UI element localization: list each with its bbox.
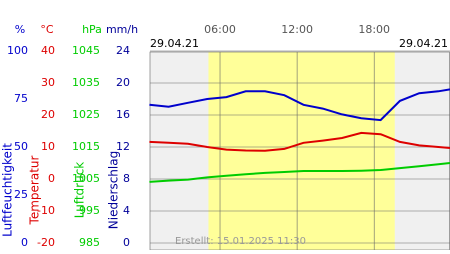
y-tick-label: 100 xyxy=(7,44,28,57)
x-tick-label: 12:00 xyxy=(281,23,313,36)
y-tick-label: 40 xyxy=(41,44,55,57)
axis-unit: hPa xyxy=(82,23,102,36)
y-tick-label: 8 xyxy=(123,172,130,185)
y-tick-label: 1035 xyxy=(72,76,100,89)
y-tick-label: 1015 xyxy=(72,140,100,153)
date-right: 29.04.21 xyxy=(399,37,448,50)
y-tick-label: 10 xyxy=(41,140,55,153)
y-tick-label: 4 xyxy=(123,204,130,217)
y-tick-label: 20 xyxy=(41,108,55,121)
axis-unit: mm/h xyxy=(106,23,138,36)
y-tick-label: 30 xyxy=(41,76,55,89)
footer: Erstellt: 15.01.2025 11:30 xyxy=(175,236,306,247)
y-tick-label: 995 xyxy=(79,204,100,217)
y-tick-label: 25 xyxy=(14,188,28,201)
axis-title: Luftdruck xyxy=(73,162,87,219)
x-tick-label: 18:00 xyxy=(358,23,390,36)
axis-unit: °C xyxy=(40,23,54,36)
y-tick-label: 16 xyxy=(116,108,130,121)
y-tick-label: 1005 xyxy=(72,172,100,185)
data-line xyxy=(149,162,450,183)
axis-title: Luftfeuchtigkeit xyxy=(1,143,15,237)
y-tick-label: -20 xyxy=(37,236,55,249)
y-tick-label: 0 xyxy=(48,172,55,185)
data-line xyxy=(149,88,450,122)
data-line xyxy=(149,131,450,152)
y-tick-label: 75 xyxy=(14,92,28,105)
y-tick-label: 0 xyxy=(21,236,28,249)
y-tick-label: 20 xyxy=(116,76,130,89)
x-tick-label: 06:00 xyxy=(204,23,236,36)
y-tick-label: 1045 xyxy=(72,44,100,57)
date-left: 29.04.21 xyxy=(150,37,199,50)
y-tick-label: 24 xyxy=(116,44,130,57)
y-tick-label: 0 xyxy=(123,236,130,249)
y-tick-label: 985 xyxy=(79,236,100,249)
axis-title: Niederschlag xyxy=(107,151,121,229)
y-tick-label: 12 xyxy=(116,140,130,153)
y-tick-label: -10 xyxy=(37,204,55,217)
y-tick-label: 1025 xyxy=(72,108,100,121)
axis-unit: % xyxy=(15,23,25,36)
y-tick-label: 50 xyxy=(14,140,28,153)
axis-title: Temperatur xyxy=(28,155,42,225)
